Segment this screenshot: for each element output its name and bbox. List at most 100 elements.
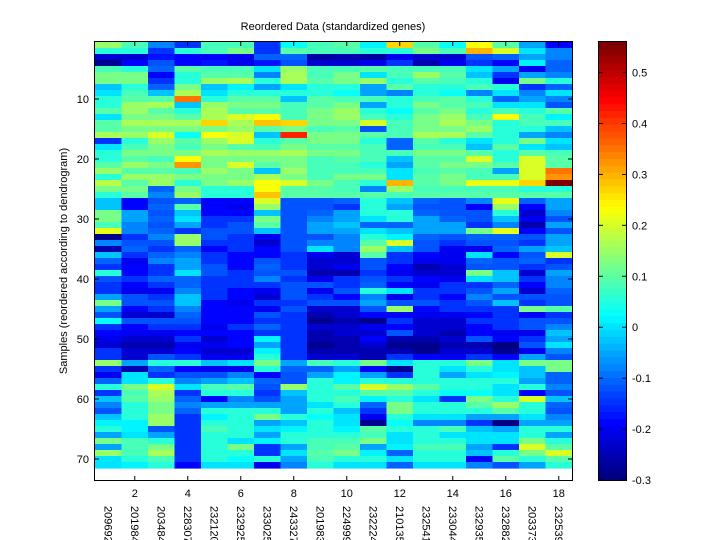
heatmap-cell xyxy=(413,282,441,289)
heatmap-cell xyxy=(466,366,494,373)
heatmap-cell xyxy=(201,294,229,301)
heatmap-cell xyxy=(280,186,308,193)
heatmap-cell xyxy=(227,84,255,91)
heatmap-cell xyxy=(201,240,229,247)
heatmap-cell xyxy=(254,126,282,133)
heatmap-cell xyxy=(174,228,202,235)
heatmap-cell xyxy=(201,306,229,313)
heatmap-cell xyxy=(413,42,441,49)
heatmap-cell xyxy=(121,450,149,457)
heatmap-cell xyxy=(280,378,308,385)
heatmap-cell xyxy=(492,192,520,199)
heatmap-cell xyxy=(360,102,388,109)
heatmap-cell xyxy=(360,438,388,445)
heatmap-cell xyxy=(519,426,547,433)
heatmap-cell xyxy=(519,414,547,421)
heatmap-cell xyxy=(148,312,176,319)
heatmap-cell xyxy=(254,294,282,301)
heatmap-cell xyxy=(280,192,308,199)
heatmap-cell xyxy=(413,372,441,379)
heatmap-cell xyxy=(95,138,123,145)
heatmap-cell xyxy=(307,156,335,163)
heatmap-cell xyxy=(254,252,282,259)
heatmap-cell xyxy=(386,372,414,379)
heatmap-cell xyxy=(201,192,229,199)
heatmap-cell xyxy=(280,414,308,421)
heatmap-cell xyxy=(333,252,361,259)
colorbar-segment xyxy=(599,281,626,289)
heatmap-cell xyxy=(466,342,494,349)
heatmap-cell xyxy=(466,198,494,205)
heatmap-cell xyxy=(545,330,573,337)
heatmap-cell xyxy=(148,408,176,415)
heatmap-cell xyxy=(333,78,361,85)
heatmap-cell xyxy=(492,318,520,325)
heatmap-cell xyxy=(95,378,123,385)
heatmap-cell xyxy=(466,204,494,211)
heatmap-cell xyxy=(466,318,494,325)
heatmap-cell xyxy=(95,246,123,253)
heatmap-cell xyxy=(227,108,255,115)
heatmap-cell xyxy=(466,120,494,127)
heatmap-cell xyxy=(174,258,202,265)
heatmap-cell xyxy=(201,372,229,379)
heatmap-cell xyxy=(227,120,255,127)
heatmap-cell xyxy=(174,300,202,307)
heatmap-cell xyxy=(439,342,467,349)
heatmap-cell xyxy=(360,342,388,349)
heatmap-cell xyxy=(95,300,123,307)
heatmap-cell xyxy=(439,162,467,169)
heatmap-cell xyxy=(492,84,520,91)
heatmap-cell xyxy=(174,222,202,229)
heatmap-cell xyxy=(174,288,202,295)
heatmap-cell xyxy=(492,54,520,61)
heatmap-cell xyxy=(254,150,282,157)
heatmap-cell xyxy=(492,420,520,427)
heatmap-cell xyxy=(439,78,467,85)
heatmap-cell xyxy=(386,360,414,367)
colorbar-segment xyxy=(599,349,626,358)
heatmap-cell xyxy=(386,234,414,241)
heatmap-cell xyxy=(333,216,361,223)
heatmap-cell xyxy=(333,408,361,415)
heatmap-cell xyxy=(439,192,467,199)
heatmap-cell xyxy=(545,456,573,463)
heatmap-cell xyxy=(280,66,308,73)
heatmap-cell xyxy=(227,276,255,283)
y-axis: 10 20 30 40 50 60 70 xyxy=(77,94,572,466)
heatmap-cell xyxy=(148,318,176,325)
heatmap-cell xyxy=(148,114,176,121)
heatmap-cell xyxy=(492,102,520,109)
heatmap-cell xyxy=(360,444,388,451)
heatmap-cell xyxy=(360,402,388,409)
heatmap-cell xyxy=(439,372,467,379)
heatmap-cell xyxy=(227,48,255,55)
heatmap-cell xyxy=(201,186,229,193)
heatmap-cell xyxy=(466,180,494,187)
colorbar-segment xyxy=(599,295,626,303)
heatmap-cell xyxy=(466,456,494,463)
heatmap-cell xyxy=(174,84,202,91)
column-label: 232224_ xyxy=(366,506,378,540)
heatmap-cell xyxy=(360,306,388,313)
heatmap-cell xyxy=(545,60,573,67)
heatmap-cell xyxy=(439,348,467,355)
heatmap-cell xyxy=(280,450,308,457)
heatmap-cell xyxy=(174,198,202,205)
heatmap-cell xyxy=(227,306,255,313)
heatmap-cell xyxy=(121,330,149,337)
heatmap-cell xyxy=(492,168,520,175)
heatmap-cell xyxy=(121,216,149,223)
heatmap-cell xyxy=(333,168,361,175)
heatmap-cell xyxy=(360,174,388,181)
heatmap-cell xyxy=(148,330,176,337)
heatmap-cell xyxy=(466,240,494,247)
heatmap-cell xyxy=(254,276,282,283)
heatmap-cell xyxy=(333,144,361,151)
heatmap-cell xyxy=(360,204,388,211)
heatmap-cell xyxy=(174,186,202,193)
heatmap-cell xyxy=(121,390,149,397)
heatmap-cell xyxy=(280,342,308,349)
heatmap-cell xyxy=(333,462,361,469)
heatmap-cell xyxy=(201,138,229,145)
